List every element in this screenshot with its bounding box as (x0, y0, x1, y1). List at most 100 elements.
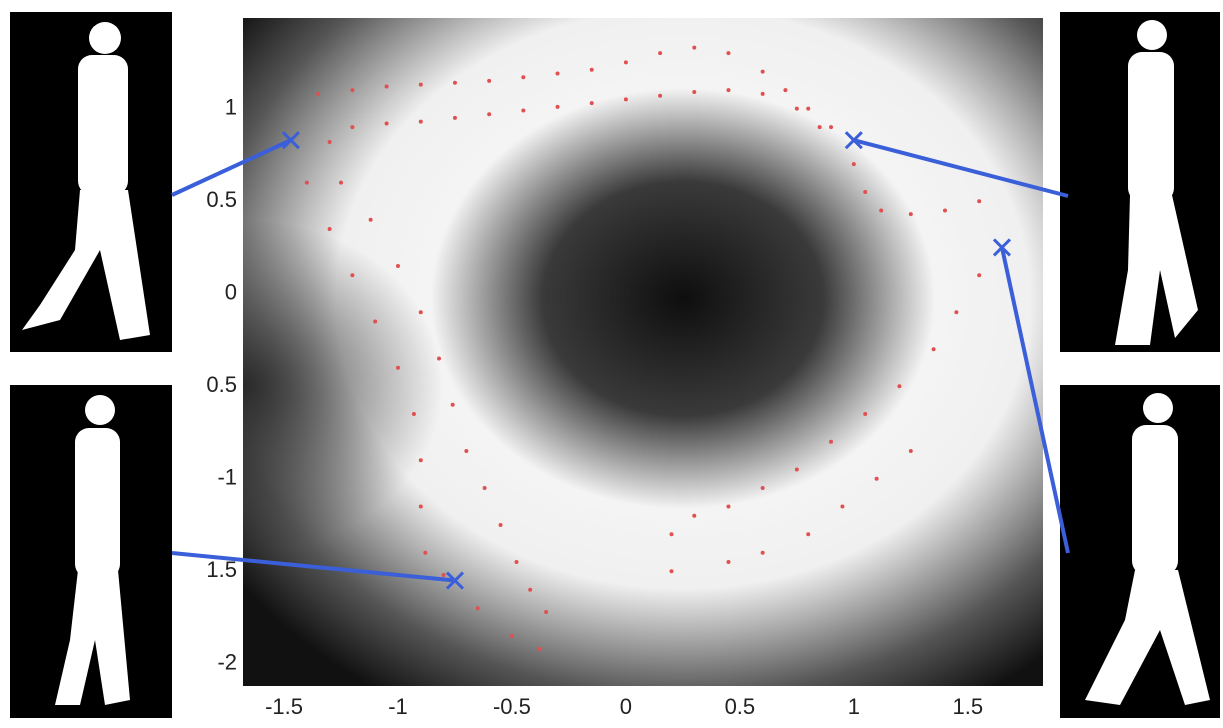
point (418, 310, 423, 315)
point (411, 411, 416, 416)
point (316, 91, 321, 96)
point (418, 504, 423, 509)
point (783, 88, 788, 93)
point (908, 212, 913, 217)
point (441, 572, 446, 577)
point (350, 88, 355, 93)
point (528, 587, 533, 592)
point (437, 356, 442, 361)
point (418, 458, 423, 463)
point (879, 208, 884, 213)
point (760, 550, 765, 555)
point (418, 119, 423, 124)
y-tick-label: -2 (217, 650, 237, 675)
y-tick-label: 0 (225, 280, 237, 305)
point (395, 263, 400, 268)
silhouette-panel (10, 12, 172, 352)
arrow (171, 138, 292, 197)
marker-stroke (844, 131, 863, 150)
x-tick-label: 0 (620, 694, 632, 719)
marker-stroke (281, 131, 300, 150)
point (464, 448, 469, 453)
x-tick-label: 1.5 (952, 694, 983, 719)
heatmap (243, 18, 1043, 686)
point (544, 609, 549, 614)
silhouette-panel (1060, 385, 1220, 718)
x-tick-label: -0.5 (493, 694, 531, 719)
point (339, 180, 344, 185)
point (589, 67, 594, 72)
point (954, 310, 959, 315)
point (475, 606, 480, 611)
point (692, 90, 697, 95)
point (726, 504, 731, 509)
x-tick-label: 0.5 (725, 694, 756, 719)
point (452, 80, 457, 85)
x-tick-label: 1 (848, 694, 860, 719)
point (658, 51, 663, 56)
point (829, 125, 834, 130)
point (521, 108, 526, 113)
plot: -1.5 -1 -0.5 0 0.5 1 1.5 1 0.5 0 0.5 -1 1.5 -2 (171, 45, 1070, 719)
keyframe-marker (445, 571, 465, 590)
keyframe-marker (992, 238, 1012, 257)
point (931, 347, 936, 352)
y-tick-label: 0.5 (206, 372, 237, 397)
point (450, 402, 455, 407)
point (418, 82, 423, 87)
point (760, 486, 765, 491)
y-tick-label: 1.5 (206, 557, 237, 582)
point (977, 199, 982, 204)
point (537, 646, 542, 651)
point (851, 162, 856, 167)
arrow (853, 138, 1069, 198)
y-tick-label: 0.5 (206, 187, 237, 212)
point (384, 121, 389, 126)
silhouette-panel (1060, 12, 1220, 352)
point (806, 532, 811, 537)
point (863, 411, 868, 416)
point (482, 486, 487, 491)
point (487, 112, 492, 117)
point (829, 439, 834, 444)
point (350, 125, 355, 130)
point (669, 569, 674, 574)
point (452, 115, 457, 120)
point (977, 273, 982, 278)
point (373, 319, 378, 324)
silhouette-panel (10, 385, 172, 718)
point (589, 101, 594, 106)
point (368, 217, 373, 222)
point (487, 78, 492, 83)
point (692, 513, 697, 518)
point (794, 106, 799, 111)
point (760, 69, 765, 74)
point (623, 97, 628, 102)
arrow (1000, 247, 1070, 554)
point (395, 365, 400, 370)
point (794, 467, 799, 472)
point (521, 75, 526, 80)
point (726, 560, 731, 565)
point (726, 51, 731, 56)
point (897, 384, 902, 389)
point (806, 106, 811, 111)
point (874, 476, 879, 481)
point (304, 180, 309, 185)
point (350, 273, 355, 278)
x-tick-label: -1.5 (265, 694, 303, 719)
point (658, 93, 663, 98)
point (692, 45, 697, 50)
silhouettes (10, 12, 1220, 718)
point (760, 91, 765, 96)
point (863, 189, 868, 194)
point (942, 208, 947, 213)
keyframe-marker (844, 131, 863, 150)
marker-stroke (445, 571, 465, 590)
point (623, 60, 628, 65)
point (509, 634, 514, 639)
point (555, 71, 560, 76)
point (327, 139, 332, 144)
y-tick-label: 1 (225, 94, 237, 119)
